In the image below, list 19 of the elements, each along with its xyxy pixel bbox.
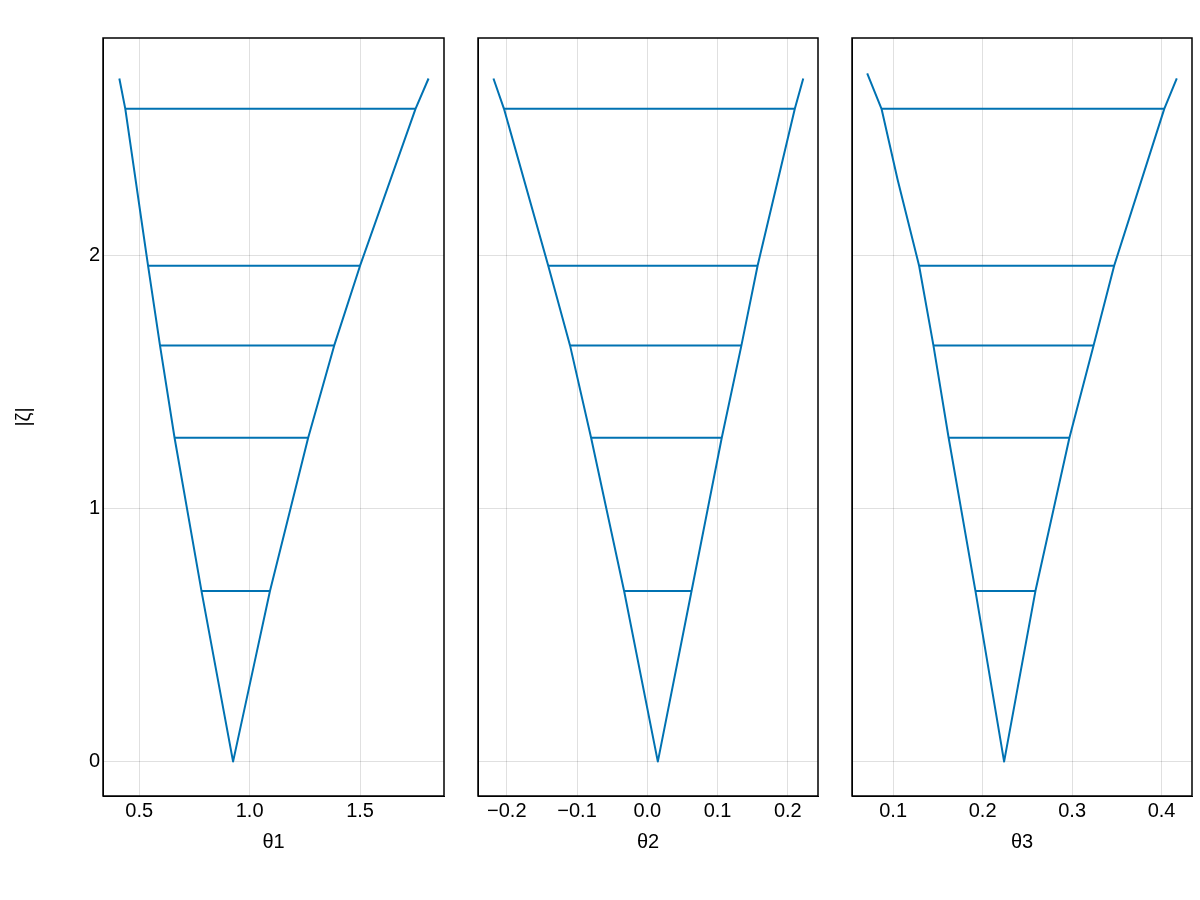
- x-tick-label: 1.0: [235, 798, 264, 821]
- x-tick-label: 0.5: [125, 798, 154, 821]
- x-tick-label: 0.4: [1147, 798, 1176, 821]
- x-axis-title: θ3: [1010, 829, 1034, 852]
- y-axis-title: |ζ|: [11, 407, 34, 427]
- x-tick-label: −0.2: [487, 798, 527, 821]
- y-tick-label: 0: [88, 749, 100, 772]
- x-axis-title: θ2: [636, 829, 660, 852]
- x-tick-label: 0.3: [1058, 798, 1087, 821]
- x-tick-label: 0.2: [968, 798, 997, 821]
- x-tick-label: 0.1: [703, 798, 732, 821]
- x-tick-label: 0.0: [633, 798, 662, 821]
- x-tick-label: 0.2: [773, 798, 802, 821]
- x-axis-title: θ1: [262, 829, 285, 852]
- x-tick-label: 1.5: [346, 798, 374, 821]
- x-tick-label: −0.1: [557, 798, 597, 821]
- x-tick-label: 0.1: [879, 798, 908, 821]
- y-tick-label: 1: [88, 496, 100, 519]
- y-tick-label: 2: [88, 243, 100, 266]
